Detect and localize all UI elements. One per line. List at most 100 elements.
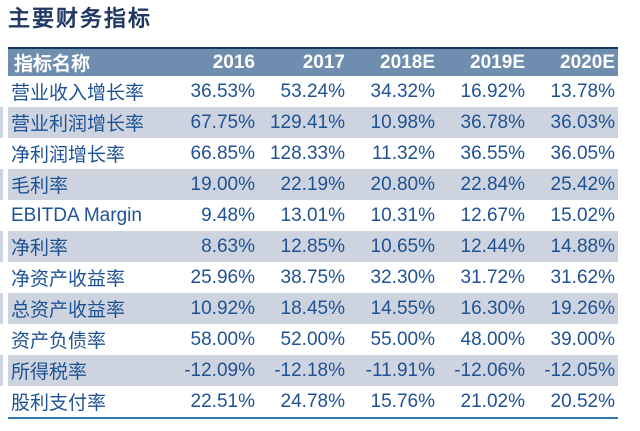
row-cells: 股利支付率 22.51% 24.78% 15.76% 21.02% 20.52% — [8, 386, 618, 417]
row-left-gutter — [3, 107, 8, 138]
table-row: 营业利润增长率 67.75% 129.41% 10.98% 36.78% 36.03% — [0, 107, 640, 138]
header-cell-2016: 2016 — [212, 51, 255, 73]
header-cell-2019e: 2019E — [470, 51, 525, 73]
row-cells: 净利率 8.63% 12.85% 10.65% 12.44% 14.88% — [8, 231, 618, 262]
row-value: 10.92% — [190, 297, 255, 319]
row-value: 16.30% — [460, 297, 525, 319]
row-left-sliver — [0, 231, 3, 262]
row-left-gutter — [3, 386, 8, 417]
row-value: 34.32% — [370, 80, 435, 102]
row-value: 22.19% — [280, 173, 345, 195]
row-value: 12.85% — [280, 235, 345, 257]
row-value: 58.00% — [190, 328, 255, 350]
table-row: 资产负债率 58.00% 52.00% 55.00% 48.00% 39.00% — [0, 324, 640, 355]
row-label: 股利支付率 — [11, 393, 107, 414]
row-value: 22.51% — [190, 390, 255, 412]
row-value: 10.98% — [370, 111, 435, 133]
row-cells: 资产负债率 58.00% 52.00% 55.00% 48.00% 39.00% — [8, 324, 618, 355]
row-value: 10.65% — [370, 235, 435, 257]
row-value: 38.75% — [280, 266, 345, 288]
row-value: 39.00% — [550, 328, 615, 350]
row-value: 20.80% — [370, 173, 435, 195]
row-cells: EBITDA Margin 9.48% 13.01% 10.31% 12.67% 15.0… — [8, 200, 618, 231]
row-value: 25.96% — [190, 266, 255, 288]
header-cell-2017: 2017 — [302, 51, 345, 73]
row-cells: 营业收入增长率 36.53% 53.24% 34.32% 16.92% 13.78% — [8, 76, 618, 107]
row-value: 16.92% — [460, 80, 525, 102]
row-value: 11.32% — [371, 142, 435, 164]
row-cells: 净利润增长率 66.85% 128.33% 11.32% 36.55% 36.05% — [8, 138, 618, 169]
table-bottom-border — [8, 417, 618, 419]
row-value: 22.84% — [460, 173, 525, 195]
table-row: 净利率 8.63% 12.85% 10.65% 12.44% 14.88% — [0, 231, 640, 262]
row-value: -12.18% — [274, 359, 345, 381]
header-cell-2018e: 2018E — [380, 51, 435, 73]
row-value: 12.44% — [460, 235, 525, 257]
row-left-gutter — [3, 231, 8, 262]
row-value: 15.02% — [550, 204, 615, 226]
table-row: 净利润增长率 66.85% 128.33% 11.32% 36.55% 36.05% — [0, 138, 640, 169]
row-value: 53.24% — [280, 80, 345, 102]
row-value: 18.45% — [280, 297, 345, 319]
row-label: 净资产收益率 — [11, 269, 126, 290]
row-value: 128.33% — [269, 142, 345, 164]
row-value: -12.06% — [454, 359, 525, 381]
row-left-gutter — [3, 138, 8, 169]
row-left-gutter — [3, 76, 8, 107]
table-row: 所得税率 -12.09% -12.18% -11.91% -12.06% -12.05% — [0, 355, 640, 386]
table-row: 总资产收益率 10.92% 18.45% 14.55% 16.30% 19.26% — [0, 293, 640, 324]
row-value: 14.88% — [550, 235, 615, 257]
page-title: 主要财务指标 — [8, 6, 153, 31]
row-value: 24.78% — [280, 390, 345, 412]
header-cell-2020e: 2020E — [560, 51, 615, 73]
table-body: 营业收入增长率 36.53% 53.24% 34.32% 16.92% 13.78% 营业利… — [0, 76, 640, 417]
table-row: EBITDA Margin 9.48% 13.01% 10.31% 12.67% 15.0… — [0, 200, 640, 231]
row-cells: 营业利润增长率 67.75% 129.41% 10.98% 36.78% 36.03% — [8, 107, 618, 138]
row-value: -12.05% — [544, 359, 615, 381]
row-value: 36.78% — [460, 111, 525, 133]
header-cell-indicator-name: 指标名称 — [14, 54, 91, 75]
row-value: -11.91% — [365, 359, 435, 381]
row-label: 所得税率 — [11, 362, 88, 383]
row-value: 31.62% — [550, 266, 615, 288]
row-value: 67.75% — [190, 111, 255, 133]
row-label: 营业利润增长率 — [11, 114, 145, 135]
row-value: 15.76% — [370, 390, 435, 412]
row-value: 14.55% — [370, 297, 435, 319]
row-value: 13.78% — [550, 80, 615, 102]
row-value: 25.42% — [550, 173, 615, 195]
row-value: 36.53% — [190, 80, 255, 102]
row-left-gutter — [3, 262, 8, 293]
row-value: 48.00% — [460, 328, 525, 350]
row-value: 8.63% — [201, 235, 255, 257]
row-cells: 毛利率 19.00% 22.19% 20.80% 22.84% 25.42% — [8, 169, 618, 200]
row-value: 36.05% — [550, 142, 615, 164]
row-label: 净利润增长率 — [11, 145, 126, 166]
row-value: 32.30% — [370, 266, 435, 288]
row-label: 总资产收益率 — [11, 300, 126, 321]
row-value: 19.00% — [190, 173, 255, 195]
row-value: 52.00% — [280, 328, 345, 350]
row-left-gutter — [3, 324, 8, 355]
row-cells: 总资产收益率 10.92% 18.45% 14.55% 16.30% 19.26% — [8, 293, 618, 324]
row-left-gutter — [3, 355, 8, 386]
row-value: 19.26% — [550, 297, 615, 319]
row-left-sliver — [0, 169, 3, 200]
table-header-row: 指标名称 2016 2017 2018E 2019E 2020E — [8, 47, 618, 76]
row-label: 营业收入增长率 — [11, 83, 145, 104]
row-label: 资产负债率 — [11, 331, 107, 352]
row-value: 20.52% — [550, 390, 615, 412]
row-left-sliver — [0, 293, 3, 324]
row-left-sliver — [0, 107, 3, 138]
row-value: 21.02% — [460, 390, 525, 412]
row-left-gutter — [3, 200, 8, 231]
row-value: 36.55% — [460, 142, 525, 164]
row-value: 9.48% — [201, 204, 255, 226]
row-value: 36.03% — [550, 111, 615, 133]
row-left-sliver — [0, 355, 3, 386]
table-row: 股利支付率 22.51% 24.78% 15.76% 21.02% 20.52% — [0, 386, 640, 417]
row-value: 66.85% — [190, 142, 255, 164]
row-left-gutter — [3, 169, 8, 200]
row-value: 13.01% — [280, 204, 345, 226]
